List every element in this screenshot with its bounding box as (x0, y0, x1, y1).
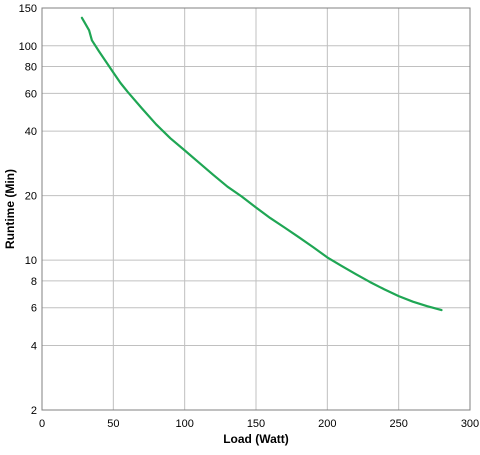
x-tick-label: 150 (247, 418, 265, 430)
y-tick-label: 80 (25, 62, 37, 74)
y-tick-label: 8 (31, 276, 37, 288)
series-layer (80, 16, 443, 312)
x-tick-label: 50 (107, 418, 119, 430)
plot-area (41, 7, 471, 411)
y-tick-label: 100 (19, 41, 37, 53)
y-axis-title: Runtime (Min) (3, 169, 17, 249)
grid (42, 8, 470, 410)
x-axis-title: Load (Watt) (223, 432, 289, 446)
x-tick-label: 200 (318, 418, 336, 430)
x-tick-label: 0 (39, 418, 45, 430)
y-tick-label: 20 (25, 191, 37, 203)
y-tick-label: 10 (25, 255, 37, 267)
y-tick-label: 60 (25, 88, 37, 100)
y-tick-label: 6 (31, 303, 37, 315)
y-tick-label: 150 (19, 3, 37, 15)
y-tick-label: 40 (25, 126, 37, 138)
y-tick-label: 4 (31, 340, 37, 352)
y-tick-label: 2 (31, 405, 37, 417)
y-axis-ticks: 2 4 6 8 10 20 40 60 80 100 150 (19, 3, 37, 417)
x-tick-label: 100 (175, 418, 193, 430)
x-tick-label: 250 (389, 418, 407, 430)
series-line (80, 16, 443, 312)
x-tick-label: 300 (461, 418, 479, 430)
x-axis-ticks: 0 50 100 150 200 250 300 (39, 418, 479, 430)
